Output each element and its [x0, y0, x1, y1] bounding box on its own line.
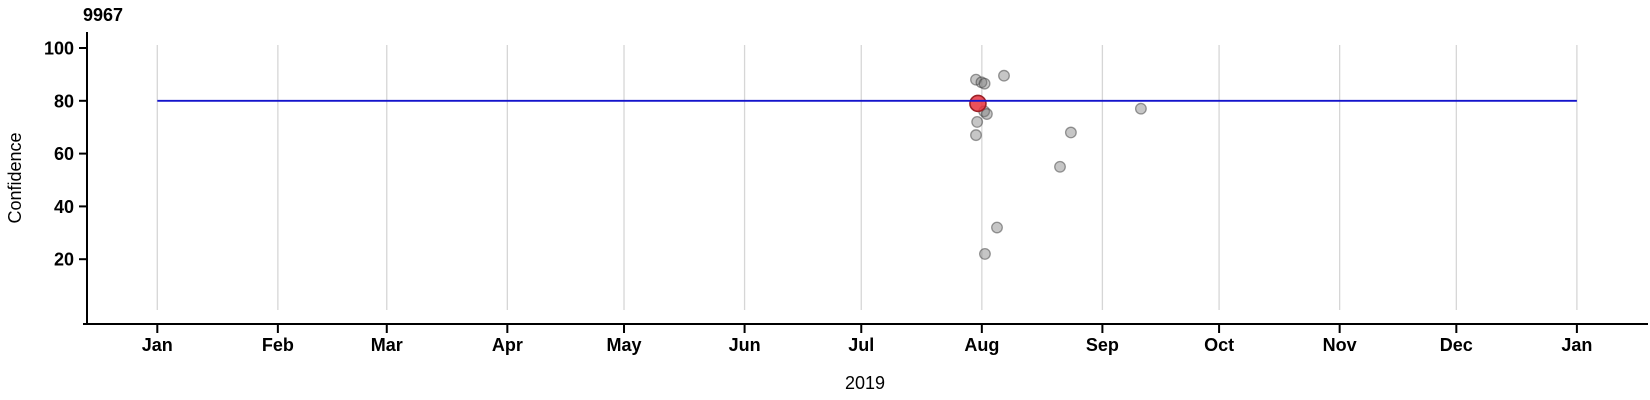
- x-axis-year-label: 2019: [845, 373, 885, 393]
- x-tick-label-5: Jun: [729, 335, 761, 355]
- y-axis-ticks: 100 80 60 40 20: [44, 39, 87, 270]
- x-tick-label-6: Jul: [848, 335, 874, 355]
- x-axis-ticks: Jan Feb Mar Apr May Jun Jul Aug Sep Oct Nov Dec Jan: [142, 325, 1592, 355]
- x-tick-label-9: Oct: [1204, 335, 1234, 355]
- data-point: [980, 108, 993, 120]
- data-point: [978, 77, 991, 90]
- month-gridlines: [156, 45, 1578, 310]
- highlighted-data-point: [969, 94, 987, 113]
- data-point: [1134, 102, 1147, 115]
- x-tick-label-4: May: [607, 335, 642, 355]
- data-point: [970, 129, 982, 142]
- data-point: [978, 247, 991, 260]
- y-tick-label-80: 80: [54, 91, 74, 111]
- data-point: [1064, 126, 1077, 139]
- data-point: [971, 115, 984, 128]
- x-tick-label-10: Nov: [1323, 335, 1357, 355]
- data-point: [1054, 160, 1066, 173]
- x-tick-label-2: Mar: [371, 335, 403, 355]
- x-tick-label-1: Feb: [262, 335, 294, 355]
- y-axis-label: Confidence: [5, 132, 25, 223]
- y-tick-label-100: 100: [44, 39, 74, 59]
- axes: [83, 32, 1648, 325]
- data-points: [969, 69, 1147, 260]
- data-point: [991, 221, 1003, 234]
- y-tick-label-40: 40: [54, 197, 74, 217]
- x-tick-label-11: Dec: [1440, 335, 1473, 355]
- y-tick-label-20: 20: [54, 250, 74, 270]
- x-tick-label-0: Jan: [142, 335, 173, 355]
- x-tick-label-3: Apr: [492, 335, 523, 355]
- data-point: [998, 69, 1010, 82]
- x-tick-label-7: Aug: [964, 335, 999, 355]
- chart-title: 9967: [83, 5, 123, 25]
- y-tick-label-60: 60: [54, 144, 74, 164]
- x-tick-label-12: Jan: [1561, 335, 1592, 355]
- x-tick-label-8: Sep: [1086, 335, 1119, 355]
